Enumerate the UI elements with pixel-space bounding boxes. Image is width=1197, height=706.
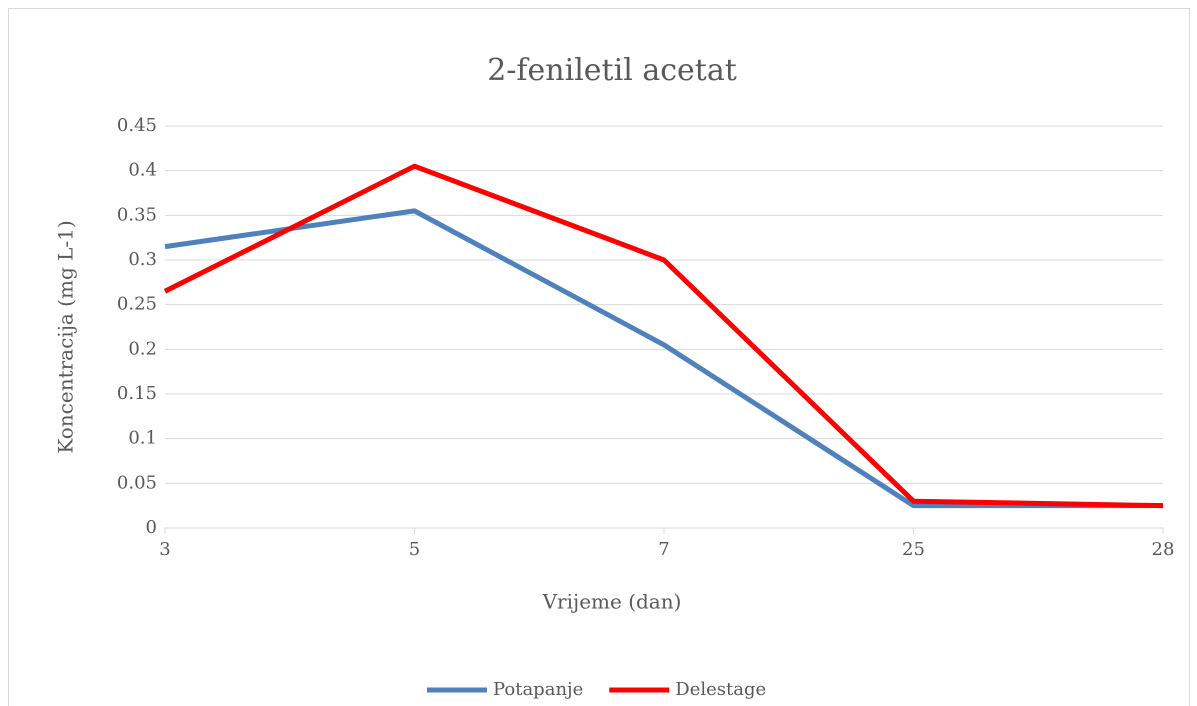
y-tick-label: 0.45: [117, 115, 157, 136]
x-tick-label: 7: [658, 539, 669, 560]
x-tick-label: 5: [409, 539, 420, 560]
y-tick-label: 0.05: [117, 472, 157, 493]
chart-border: [8, 8, 1190, 706]
line-series: [164, 208, 1163, 509]
line-series: [163, 163, 1164, 509]
legend-label: Delestage: [675, 679, 766, 700]
x-tick-label: 28: [1152, 539, 1175, 560]
y-axis-label: Koncentracija (mg L-1): [54, 220, 78, 453]
y-tick-label: 0.4: [128, 160, 157, 181]
y-tick-label: 0.35: [117, 204, 157, 225]
y-tick-label: 0: [146, 517, 157, 538]
y-tick-label: 0.3: [128, 249, 157, 270]
x-tick-label: 3: [159, 539, 170, 560]
x-axis-label: Vrijeme (dan): [542, 590, 682, 614]
chart-title: 2-feniletil acetat: [487, 53, 737, 88]
x-tick-label: 25: [902, 539, 925, 560]
y-tick-label: 0.25: [117, 294, 157, 315]
legend-label: Potapanje: [493, 679, 583, 700]
y-tick-label: 0.15: [117, 383, 157, 404]
y-tick-label: 0.2: [128, 338, 157, 359]
y-tick-label: 0.1: [128, 428, 157, 449]
